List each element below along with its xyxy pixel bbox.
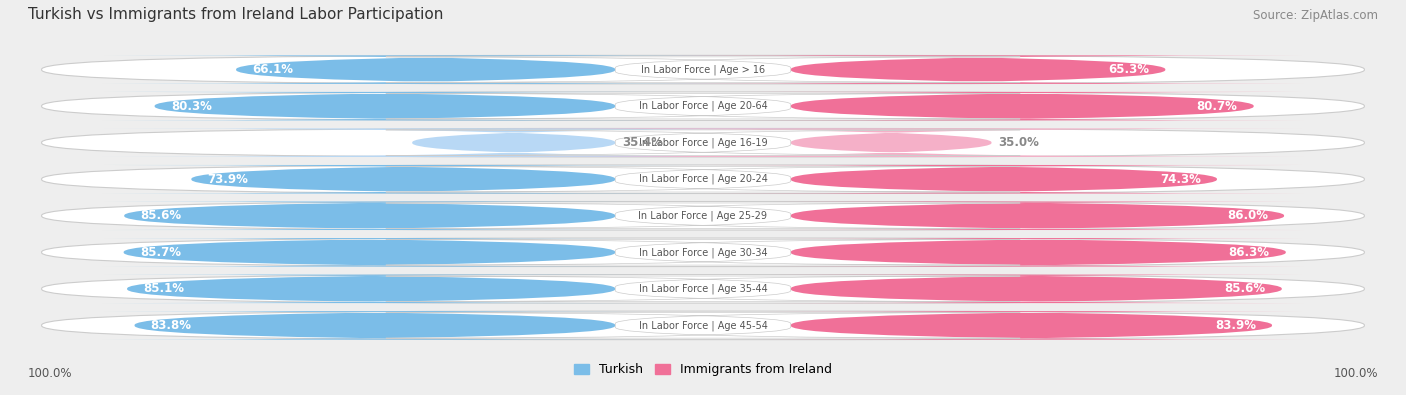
FancyBboxPatch shape [770,201,1303,230]
FancyBboxPatch shape [103,275,640,303]
FancyBboxPatch shape [103,311,647,340]
FancyBboxPatch shape [103,92,668,120]
Text: In Labor Force | Age > 16: In Labor Force | Age > 16 [641,64,765,75]
Text: 35.4%: 35.4% [621,136,664,149]
FancyBboxPatch shape [103,55,749,84]
Text: 35.0%: 35.0% [998,136,1039,149]
Text: In Labor Force | Age 20-64: In Labor Force | Age 20-64 [638,101,768,111]
Text: 85.6%: 85.6% [1225,282,1265,295]
FancyBboxPatch shape [704,165,1303,194]
FancyBboxPatch shape [385,93,1021,119]
FancyBboxPatch shape [652,55,1303,84]
Text: In Labor Force | Age 20-24: In Labor Force | Age 20-24 [638,174,768,184]
Text: 85.1%: 85.1% [143,282,184,295]
FancyBboxPatch shape [103,128,925,157]
Text: 100.0%: 100.0% [1333,367,1378,380]
FancyBboxPatch shape [42,201,1364,230]
FancyBboxPatch shape [385,239,1021,265]
FancyBboxPatch shape [42,275,1364,303]
Text: 86.0%: 86.0% [1227,209,1268,222]
Text: In Labor Force | Age 30-34: In Labor Force | Age 30-34 [638,247,768,258]
Text: In Labor Force | Age 45-54: In Labor Force | Age 45-54 [638,320,768,331]
FancyBboxPatch shape [385,166,1021,192]
Text: Source: ZipAtlas.com: Source: ZipAtlas.com [1253,9,1378,22]
FancyBboxPatch shape [42,311,1364,340]
Text: In Labor Force | Age 16-19: In Labor Force | Age 16-19 [638,137,768,148]
FancyBboxPatch shape [741,92,1303,120]
Text: 86.3%: 86.3% [1229,246,1270,259]
FancyBboxPatch shape [385,57,1021,83]
FancyBboxPatch shape [759,311,1303,340]
FancyBboxPatch shape [42,238,1364,267]
Text: 100.0%: 100.0% [28,367,73,380]
Text: 66.1%: 66.1% [252,63,294,76]
FancyBboxPatch shape [385,203,1021,229]
Text: In Labor Force | Age 35-44: In Labor Force | Age 35-44 [638,284,768,294]
Text: Turkish vs Immigrants from Ireland Labor Participation: Turkish vs Immigrants from Ireland Labor… [28,7,443,22]
FancyBboxPatch shape [103,238,637,267]
Text: 83.9%: 83.9% [1215,319,1256,332]
Text: 83.8%: 83.8% [150,319,191,332]
Text: 74.3%: 74.3% [1160,173,1201,186]
FancyBboxPatch shape [769,275,1303,303]
Text: 73.9%: 73.9% [208,173,249,186]
FancyBboxPatch shape [42,128,1364,157]
Text: 65.3%: 65.3% [1108,63,1149,76]
Legend: Turkish, Immigrants from Ireland: Turkish, Immigrants from Ireland [569,358,837,381]
FancyBboxPatch shape [42,165,1364,194]
FancyBboxPatch shape [478,128,1303,157]
FancyBboxPatch shape [385,276,1021,302]
FancyBboxPatch shape [385,312,1021,338]
FancyBboxPatch shape [103,201,637,230]
FancyBboxPatch shape [42,92,1364,120]
FancyBboxPatch shape [103,165,704,194]
FancyBboxPatch shape [385,130,1021,156]
Text: 85.6%: 85.6% [141,209,181,222]
FancyBboxPatch shape [773,238,1303,267]
Text: 80.7%: 80.7% [1197,100,1237,113]
Text: 85.7%: 85.7% [139,246,181,259]
Text: 80.3%: 80.3% [170,100,212,113]
Text: In Labor Force | Age 25-29: In Labor Force | Age 25-29 [638,211,768,221]
FancyBboxPatch shape [42,55,1364,84]
